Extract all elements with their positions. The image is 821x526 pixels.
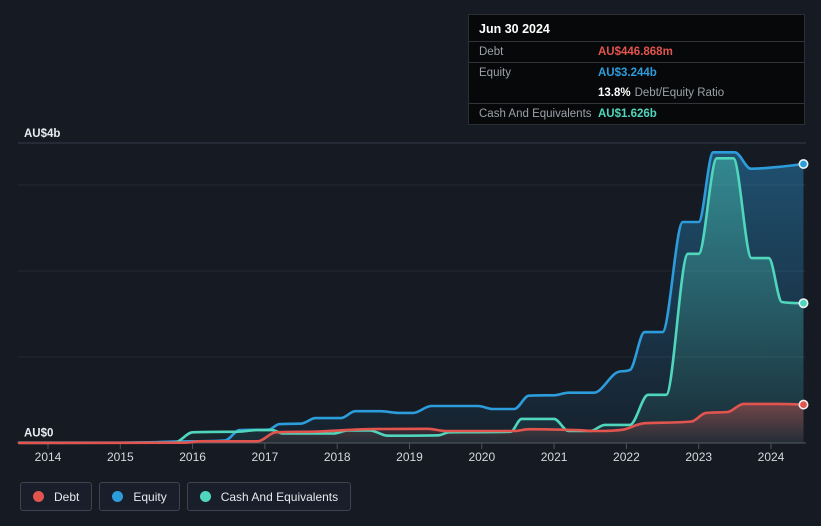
x-tick-label-2021: 2021 bbox=[541, 450, 568, 464]
chart-legend: Debt Equity Cash And Equivalents bbox=[20, 482, 352, 511]
x-tick-label-2022: 2022 bbox=[613, 450, 640, 464]
tooltip-row-equity: Equity AU$3.244b bbox=[469, 62, 804, 83]
tooltip-equity-label: Equity bbox=[479, 67, 511, 79]
tooltip-row-debt: Debt AU$446.868m bbox=[469, 41, 804, 62]
equity-endpoint-marker bbox=[798, 159, 809, 170]
debt-line bbox=[17, 402, 805, 445]
legend-dot-equity bbox=[112, 491, 124, 502]
tooltip-ratio-label: Debt/Equity Ratio bbox=[634, 87, 725, 99]
x-tick-label-2019: 2019 bbox=[396, 450, 423, 464]
cash-and-equivalents-area bbox=[19, 158, 804, 444]
cash-and-equivalents-line bbox=[17, 157, 805, 445]
legend-label-equity: Equity bbox=[133, 489, 167, 504]
tooltip-cash-value: AU$1.626b bbox=[598, 108, 657, 120]
x-tick-label-2020: 2020 bbox=[468, 450, 495, 464]
legend-label-debt: Debt bbox=[54, 489, 80, 504]
legend-item-cash-and-equivalents[interactable]: Cash And Equivalents bbox=[186, 482, 352, 511]
tooltip-row-cash: Cash And Equivalents AU$1.626b bbox=[469, 103, 804, 124]
tooltip-debt-label: Debt bbox=[479, 46, 504, 58]
tooltip-cash-label: Cash And Equivalents bbox=[479, 108, 592, 120]
y-axis-top-label: AU$4b bbox=[24, 128, 60, 140]
chart-tooltip: Jun 30 2024 Debt AU$446.868m Equity AU$3… bbox=[468, 14, 805, 125]
debt-endpoint-marker bbox=[798, 399, 809, 410]
x-tick-label-2018: 2018 bbox=[324, 450, 351, 464]
legend-label-cash-and-equivalents: Cash And Equivalents bbox=[220, 489, 339, 504]
tooltip-ratio-value: 13.8% bbox=[598, 87, 631, 99]
legend-dot-debt bbox=[33, 491, 44, 502]
x-tick-label-2017: 2017 bbox=[252, 450, 279, 464]
legend-dot-cash-and-equivalents bbox=[199, 491, 211, 502]
tooltip-row-ratio: 13.8% Debt/Equity Ratio bbox=[469, 83, 804, 103]
tooltip-equity-value: AU$3.244b bbox=[598, 67, 657, 79]
x-tick-label-2015: 2015 bbox=[107, 450, 134, 464]
x-tick-label-2024: 2024 bbox=[758, 450, 785, 464]
tooltip-debt-value: AU$446.868m bbox=[598, 46, 673, 58]
x-tick-label-2014: 2014 bbox=[35, 450, 62, 464]
cash-and-equivalents-endpoint-marker bbox=[798, 298, 809, 309]
tooltip-date: Jun 30 2024 bbox=[479, 22, 550, 36]
debt-area bbox=[19, 403, 804, 443]
debt-equity-chart[interactable]: 2014 2015 2016 2017 2018 2019 2020 2021 2022 2023… bbox=[0, 0, 821, 478]
legend-item-debt[interactable]: Debt bbox=[20, 482, 93, 511]
x-tick-label-2016: 2016 bbox=[179, 450, 206, 464]
y-axis-bottom-label: AU$0 bbox=[24, 428, 53, 440]
legend-item-equity[interactable]: Equity bbox=[99, 482, 180, 511]
x-tick-label-2023: 2023 bbox=[685, 450, 712, 464]
